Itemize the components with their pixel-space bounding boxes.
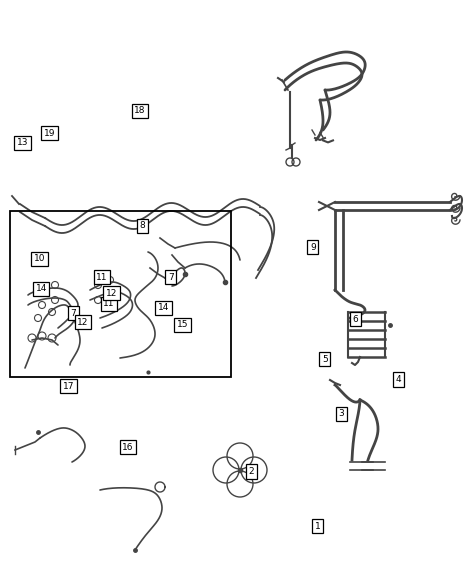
Text: 5: 5 bbox=[322, 355, 328, 364]
Text: 7: 7 bbox=[71, 309, 76, 318]
Text: 7: 7 bbox=[168, 273, 173, 282]
Text: 16: 16 bbox=[122, 443, 134, 452]
Text: 2: 2 bbox=[248, 467, 254, 476]
Text: 10: 10 bbox=[34, 254, 45, 263]
Text: 12: 12 bbox=[106, 289, 117, 298]
Text: 18: 18 bbox=[134, 106, 146, 116]
Bar bbox=[10, 211, 231, 377]
Text: 11: 11 bbox=[96, 273, 108, 282]
Text: 4: 4 bbox=[395, 375, 401, 384]
Text: 14: 14 bbox=[36, 284, 47, 293]
Text: 14: 14 bbox=[158, 303, 169, 312]
Text: 9: 9 bbox=[310, 243, 316, 252]
Text: 8: 8 bbox=[139, 221, 145, 231]
Text: 1: 1 bbox=[315, 522, 320, 531]
Text: 12: 12 bbox=[77, 317, 89, 327]
Text: 13: 13 bbox=[17, 138, 28, 147]
Text: 6: 6 bbox=[353, 315, 358, 324]
Text: 15: 15 bbox=[177, 320, 188, 329]
Text: 19: 19 bbox=[44, 129, 55, 138]
Text: 11: 11 bbox=[103, 299, 115, 308]
Text: 17: 17 bbox=[63, 382, 74, 391]
Text: 3: 3 bbox=[338, 409, 344, 419]
